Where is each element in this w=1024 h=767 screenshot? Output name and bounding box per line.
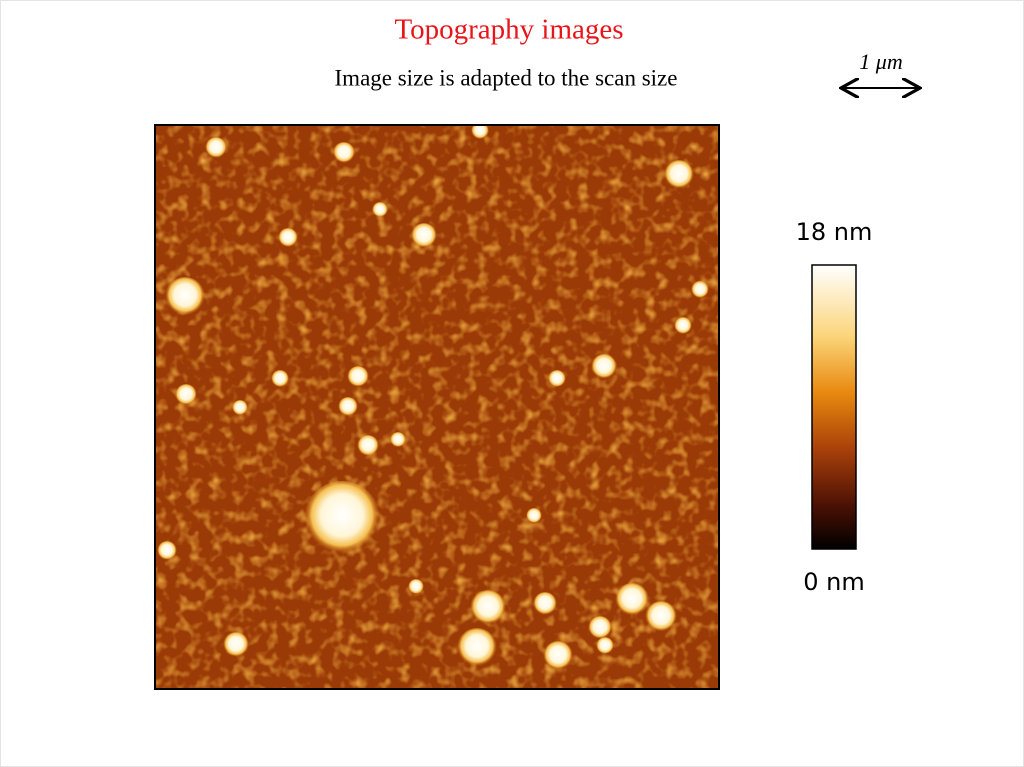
afm-image [155,125,719,689]
particles [157,125,709,671]
title: Topography images [394,14,623,46]
colorbar-max-label: 18 nm [796,218,873,246]
subtitle: Image size is adapted to the scan size [335,65,678,90]
image-frame [154,124,720,690]
scale-bar-label: 1 μm [859,49,902,74]
colorbar [811,264,857,550]
colorbar-min-label: 0 nm [803,568,865,596]
